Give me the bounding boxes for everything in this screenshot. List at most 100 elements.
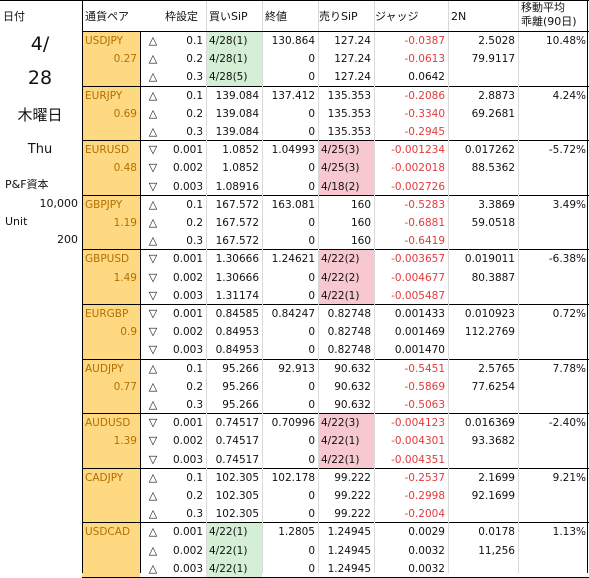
frame-cell[interactable]: 0.003 bbox=[172, 562, 203, 575]
frame-cell[interactable]: 0.2 bbox=[186, 380, 203, 393]
buy-sip-cell[interactable]: 0.84585 bbox=[215, 308, 259, 320]
frame-cell[interactable]: 0.1 bbox=[186, 198, 203, 211]
sell-sip-cell[interactable]: 4/22(2) bbox=[321, 253, 360, 266]
judge-cell[interactable]: -0.5283 bbox=[404, 198, 445, 211]
frame-cell[interactable]: 0.001 bbox=[172, 253, 203, 266]
direction-mark[interactable]: ▽ bbox=[148, 325, 158, 339]
close-cell[interactable]: 1.04993 bbox=[271, 144, 315, 157]
close-cell[interactable]: 0 bbox=[308, 326, 315, 339]
frame-cell[interactable]: 0.1 bbox=[186, 35, 203, 47]
buy-sip-cell[interactable]: 0.74517 bbox=[215, 417, 259, 430]
direction-mark[interactable]: ▽ bbox=[148, 179, 158, 193]
close-cell[interactable]: 0 bbox=[308, 271, 315, 284]
direction-mark[interactable]: △ bbox=[148, 70, 158, 84]
judge-cell[interactable]: 0.0032 bbox=[408, 562, 445, 575]
sell-sip-cell[interactable]: 90.632 bbox=[334, 362, 371, 375]
buy-sip-cell[interactable]: 0.74517 bbox=[215, 435, 259, 448]
sell-sip-cell[interactable]: 160 bbox=[350, 198, 371, 211]
frame-cell[interactable]: 0.003 bbox=[172, 289, 203, 302]
two-n-cell[interactable] bbox=[448, 178, 518, 196]
pair-name[interactable]: EURJPY bbox=[85, 89, 123, 102]
frame-cell[interactable]: 0.3 bbox=[186, 235, 203, 248]
judge-cell[interactable]: -0.6881 bbox=[404, 217, 445, 229]
close-cell[interactable]: 0 bbox=[308, 380, 315, 393]
judge-cell[interactable]: -0.0387 bbox=[404, 35, 445, 47]
frame-cell[interactable]: 0.002 bbox=[172, 162, 203, 175]
two-n-cell[interactable]: 59.0518 bbox=[471, 217, 515, 229]
sell-sip-cell[interactable]: 99.222 bbox=[334, 471, 371, 484]
frame-cell[interactable]: 0.001 bbox=[172, 417, 203, 430]
pair-name[interactable]: AUDUSD bbox=[85, 417, 131, 430]
judge-cell[interactable]: 0.0029 bbox=[408, 526, 445, 539]
close-cell[interactable]: 163.081 bbox=[271, 198, 315, 211]
buy-sip-cell[interactable]: 0.84953 bbox=[215, 344, 259, 357]
direction-mark[interactable]: △ bbox=[148, 34, 158, 47]
judge-cell[interactable]: -0.004301 bbox=[391, 435, 445, 448]
frame-cell[interactable]: 0.1 bbox=[186, 362, 203, 375]
direction-mark[interactable]: △ bbox=[148, 361, 158, 375]
frame-cell[interactable]: 0.002 bbox=[172, 326, 203, 339]
direction-mark[interactable]: △ bbox=[148, 561, 158, 575]
buy-sip-cell[interactable]: 1.0852 bbox=[222, 144, 259, 157]
direction-mark[interactable]: △ bbox=[148, 398, 158, 411]
buy-sip-cell[interactable]: 167.572 bbox=[215, 235, 259, 248]
buy-sip-cell[interactable]: 102.305 bbox=[215, 471, 259, 484]
judge-cell[interactable]: -0.2537 bbox=[404, 471, 445, 484]
frame-cell[interactable]: 0.2 bbox=[186, 107, 203, 120]
frame-cell[interactable]: 0.002 bbox=[172, 544, 203, 557]
two-n-cell[interactable]: 92.1699 bbox=[471, 490, 515, 502]
pair-name[interactable]: USDJPY bbox=[85, 35, 124, 47]
direction-mark[interactable]: ▽ bbox=[148, 252, 158, 266]
judge-cell[interactable]: -0.002726 bbox=[391, 180, 445, 193]
close-cell[interactable]: 102.178 bbox=[271, 471, 315, 484]
judge-cell[interactable]: 0.001469 bbox=[394, 326, 445, 339]
close-cell[interactable]: 0 bbox=[308, 399, 315, 411]
frame-cell[interactable]: 0.2 bbox=[186, 217, 203, 229]
two-n-cell[interactable] bbox=[448, 123, 518, 141]
two-n-cell[interactable]: 0.010923 bbox=[464, 308, 515, 320]
direction-mark[interactable]: △ bbox=[148, 507, 158, 521]
two-n-cell[interactable] bbox=[448, 505, 518, 523]
buy-sip-cell[interactable]: 1.30666 bbox=[215, 253, 259, 266]
buy-sip-cell[interactable]: 4/28(5) bbox=[209, 71, 248, 84]
direction-mark[interactable]: △ bbox=[148, 543, 158, 557]
two-n-cell[interactable]: 11,256 bbox=[478, 544, 515, 557]
direction-mark[interactable]: ▽ bbox=[148, 343, 158, 357]
close-cell[interactable]: 0 bbox=[308, 180, 315, 193]
two-n-cell[interactable]: 69.2681 bbox=[471, 107, 515, 120]
close-cell[interactable]: 0 bbox=[308, 435, 315, 448]
close-cell[interactable]: 1.24621 bbox=[271, 253, 315, 266]
buy-sip-cell[interactable]: 0.84953 bbox=[215, 326, 259, 339]
direction-mark[interactable]: ▽ bbox=[148, 161, 158, 175]
direction-mark[interactable]: △ bbox=[148, 88, 158, 102]
buy-sip-cell[interactable]: 4/28(1) bbox=[209, 35, 248, 47]
buy-sip-cell[interactable]: 4/22(1) bbox=[209, 526, 248, 539]
direction-mark[interactable]: △ bbox=[148, 106, 158, 120]
buy-sip-cell[interactable]: 1.31174 bbox=[215, 289, 259, 302]
frame-cell[interactable]: 0.001 bbox=[172, 144, 203, 157]
frame-cell[interactable]: 0.3 bbox=[186, 399, 203, 411]
close-cell[interactable]: 0 bbox=[308, 562, 315, 575]
direction-mark[interactable]: △ bbox=[148, 52, 158, 66]
direction-mark[interactable]: ▽ bbox=[148, 307, 158, 320]
buy-sip-cell[interactable]: 0.74517 bbox=[215, 453, 259, 466]
judge-cell[interactable]: -0.005487 bbox=[391, 289, 445, 302]
two-n-cell[interactable]: 77.6254 bbox=[471, 380, 515, 393]
judge-cell[interactable]: -0.003657 bbox=[391, 253, 445, 266]
two-n-cell[interactable]: 80.3887 bbox=[471, 271, 515, 284]
two-n-cell[interactable] bbox=[448, 396, 518, 414]
two-n-cell[interactable]: 0.017262 bbox=[464, 144, 515, 157]
direction-mark[interactable]: ▽ bbox=[148, 434, 158, 448]
direction-mark[interactable]: △ bbox=[148, 125, 158, 138]
sell-sip-cell[interactable]: 4/22(1) bbox=[321, 435, 360, 448]
frame-cell[interactable]: 0.3 bbox=[186, 71, 203, 84]
frame-cell[interactable]: 0.003 bbox=[172, 344, 203, 357]
frame-cell[interactable]: 0.2 bbox=[186, 490, 203, 502]
buy-sip-cell[interactable]: 167.572 bbox=[215, 198, 259, 211]
sell-sip-cell[interactable]: 0.82748 bbox=[327, 308, 371, 320]
sell-sip-cell[interactable]: 1.24945 bbox=[327, 562, 371, 575]
two-n-cell[interactable] bbox=[448, 232, 518, 250]
close-cell[interactable]: 0 bbox=[308, 162, 315, 175]
close-cell[interactable]: 0 bbox=[308, 235, 315, 248]
close-cell[interactable]: 0 bbox=[308, 544, 315, 557]
